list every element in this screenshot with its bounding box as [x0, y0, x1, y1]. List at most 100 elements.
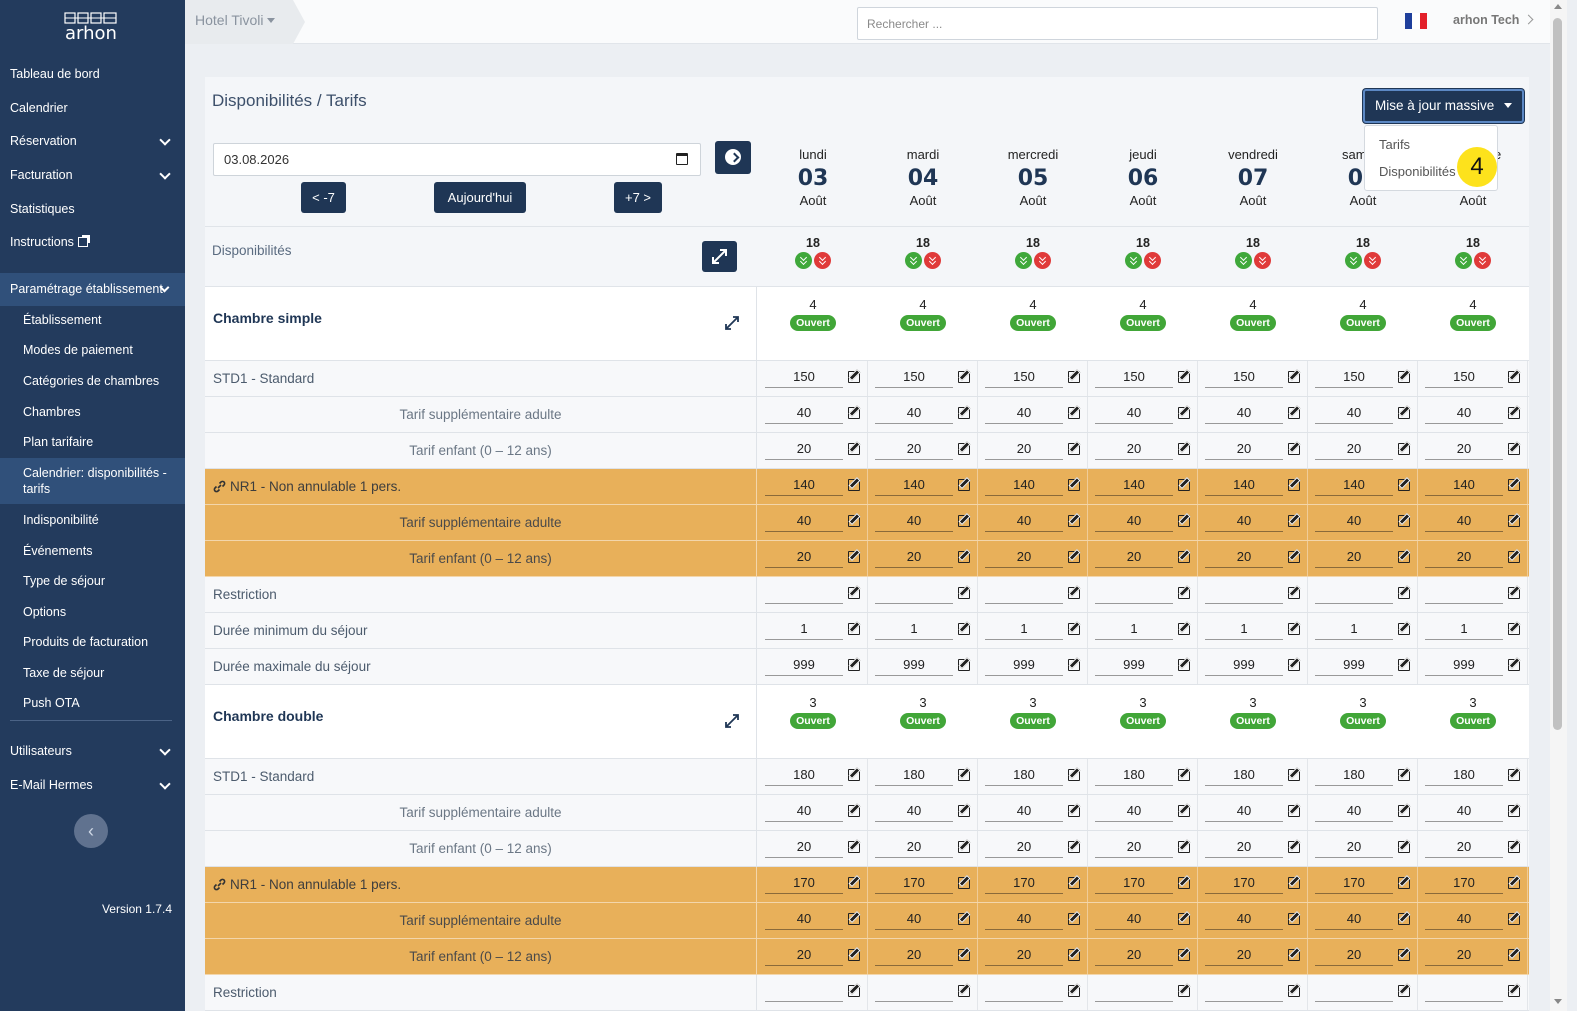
rate-value[interactable]: 170 — [1205, 875, 1283, 894]
rate-value[interactable]: 40 — [1315, 803, 1393, 822]
close-all-red-icon[interactable] — [1254, 252, 1271, 269]
close-all-red-icon[interactable] — [814, 252, 831, 269]
edit-icon[interactable] — [848, 551, 860, 563]
edit-icon[interactable] — [1508, 769, 1520, 781]
edit-icon[interactable] — [1398, 515, 1410, 527]
edit-icon[interactable] — [1508, 515, 1520, 527]
edit-icon[interactable] — [1178, 659, 1190, 671]
close-all-green-icon[interactable] — [905, 252, 922, 269]
edit-icon[interactable] — [958, 769, 970, 781]
rate-value[interactable]: 140 — [1095, 477, 1173, 496]
status-badge-open[interactable]: Ouvert — [1450, 315, 1496, 331]
sidebar-subitem-7[interactable]: Événements — [23, 544, 93, 558]
edit-icon[interactable] — [848, 769, 860, 781]
rate-value[interactable]: 150 — [1095, 369, 1173, 388]
rate-value[interactable]: 20 — [765, 947, 843, 966]
rate-value[interactable]: 1 — [1205, 621, 1283, 640]
rate-value[interactable]: 170 — [1095, 875, 1173, 894]
rate-value[interactable] — [1205, 983, 1283, 1002]
edit-icon[interactable] — [1178, 877, 1190, 889]
edit-icon[interactable] — [1398, 551, 1410, 563]
rate-value[interactable]: 40 — [765, 803, 843, 822]
edit-icon[interactable] — [848, 623, 860, 635]
rate-value[interactable]: 20 — [985, 549, 1063, 568]
rate-value[interactable]: 20 — [1095, 839, 1173, 858]
rate-value[interactable]: 1 — [1315, 621, 1393, 640]
edit-icon[interactable] — [1068, 985, 1080, 997]
rate-value[interactable]: 150 — [1425, 369, 1503, 388]
edit-icon[interactable] — [958, 623, 970, 635]
rate-value[interactable] — [1205, 585, 1283, 604]
rate-value[interactable]: 40 — [765, 405, 843, 424]
rate-value[interactable]: 20 — [1095, 549, 1173, 568]
rate-value[interactable]: 1 — [875, 621, 953, 640]
edit-icon[interactable] — [1178, 985, 1190, 997]
edit-icon[interactable] — [1068, 551, 1080, 563]
rate-value[interactable]: 999 — [1095, 657, 1173, 676]
chevron-right-icon[interactable] — [1523, 14, 1534, 25]
edit-icon[interactable] — [1178, 949, 1190, 961]
rate-value[interactable]: 140 — [875, 477, 953, 496]
edit-icon[interactable] — [1288, 769, 1300, 781]
sidebar-item-bottom-0[interactable]: Utilisateurs — [0, 734, 185, 768]
edit-icon[interactable] — [848, 443, 860, 455]
rate-value[interactable]: 150 — [765, 369, 843, 388]
status-badge-open[interactable]: Ouvert — [790, 315, 836, 331]
sidebar-subitem-2[interactable]: Catégories de chambres — [23, 374, 160, 388]
rate-value[interactable]: 20 — [1315, 947, 1393, 966]
edit-icon[interactable] — [1398, 371, 1410, 383]
edit-icon[interactable] — [958, 479, 970, 491]
sidebar-item-2[interactable]: Réservation — [0, 124, 185, 158]
rate-value[interactable]: 20 — [1425, 441, 1503, 460]
edit-icon[interactable] — [848, 407, 860, 419]
go-button[interactable] — [715, 141, 751, 174]
edit-icon[interactable] — [958, 805, 970, 817]
edit-icon[interactable] — [1178, 407, 1190, 419]
rate-value[interactable]: 40 — [875, 405, 953, 424]
edit-icon[interactable] — [1288, 371, 1300, 383]
edit-icon[interactable] — [1508, 443, 1520, 455]
rate-value[interactable]: 1 — [765, 621, 843, 640]
edit-icon[interactable] — [1068, 479, 1080, 491]
edit-icon[interactable] — [1508, 805, 1520, 817]
rate-value[interactable]: 180 — [1315, 767, 1393, 786]
scrollbar-thumb[interactable] — [1553, 18, 1562, 730]
rate-value[interactable]: 1 — [1095, 621, 1173, 640]
rate-value[interactable]: 150 — [985, 369, 1063, 388]
expand-room-icon[interactable] — [725, 714, 739, 731]
next-week-button[interactable]: +7 > — [614, 182, 662, 213]
rate-value[interactable]: 40 — [1205, 513, 1283, 532]
edit-icon[interactable] — [1068, 443, 1080, 455]
close-all-green-icon[interactable] — [795, 252, 812, 269]
edit-icon[interactable] — [1288, 479, 1300, 491]
rate-value[interactable]: 40 — [1425, 405, 1503, 424]
edit-icon[interactable] — [848, 659, 860, 671]
status-badge-open[interactable]: Ouvert — [1230, 315, 1276, 331]
rate-value[interactable]: 40 — [875, 803, 953, 822]
sidebar-subitem-11[interactable]: Taxe de séjour — [23, 666, 105, 680]
edit-icon[interactable] — [958, 659, 970, 671]
edit-icon[interactable] — [1398, 443, 1410, 455]
rate-value[interactable] — [875, 585, 953, 604]
edit-icon[interactable] — [1288, 551, 1300, 563]
edit-icon[interactable] — [1068, 769, 1080, 781]
sidebar-subitem-5[interactable]: Calendrier: disponibilités - tarifs — [0, 458, 185, 504]
edit-icon[interactable] — [1068, 623, 1080, 635]
rate-value[interactable]: 180 — [1205, 767, 1283, 786]
rate-value[interactable]: 40 — [765, 911, 843, 930]
sidebar-item-1[interactable]: Calendrier — [0, 91, 185, 125]
arhon-logo[interactable]: arhon — [64, 12, 118, 43]
edit-icon[interactable] — [1288, 515, 1300, 527]
expand-room-icon[interactable] — [725, 316, 739, 333]
status-badge-open[interactable]: Ouvert — [1450, 713, 1496, 729]
rate-value[interactable]: 20 — [1315, 839, 1393, 858]
edit-icon[interactable] — [1398, 877, 1410, 889]
edit-icon[interactable] — [1398, 985, 1410, 997]
rate-value[interactable]: 20 — [765, 839, 843, 858]
search-input[interactable] — [857, 7, 1378, 40]
edit-icon[interactable] — [1288, 623, 1300, 635]
edit-icon[interactable] — [848, 877, 860, 889]
rate-value[interactable]: 40 — [1425, 911, 1503, 930]
rate-value[interactable] — [1315, 983, 1393, 1002]
edit-icon[interactable] — [848, 587, 860, 599]
